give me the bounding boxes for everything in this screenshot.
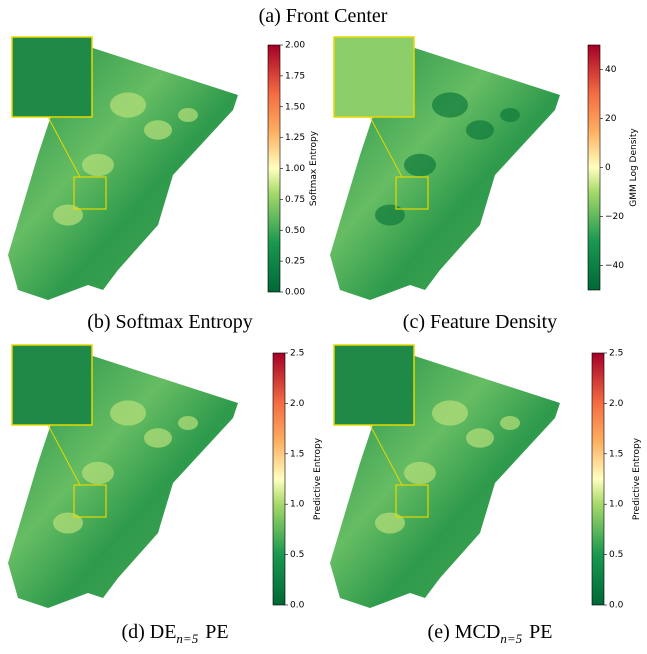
colorbar-tick-label: 1.0 (609, 500, 624, 510)
map-region (110, 400, 146, 425)
map-region (375, 205, 405, 226)
map-region (53, 513, 83, 534)
colorbar-label: Predictive Entropy (313, 437, 323, 520)
panel-caption: (c) Feature Density (403, 311, 557, 333)
colorbar-tick-label: 1.5 (290, 449, 304, 459)
colorbar-tick-label: 0.00 (285, 288, 305, 298)
colorbar-tick-label: 1.25 (285, 133, 305, 143)
panel-caption: (d) DEn=5 PE (121, 621, 228, 646)
zoom-inset (12, 345, 92, 425)
caption-text: PE (529, 621, 552, 643)
colorbar-tick-label: 2.5 (290, 349, 304, 359)
colorbar-tick-label: 2.0 (290, 399, 305, 409)
caption-subscript: n=5 (176, 631, 198, 646)
colorbar-tick-label: 0.0 (290, 601, 305, 611)
panel-caption: (b) Softmax Entropy (87, 311, 253, 333)
map-region (466, 428, 494, 448)
map-region (404, 462, 436, 484)
colorbar-tick-label: 2.00 (285, 41, 305, 51)
colorbar-tick-label: 2.5 (609, 349, 623, 359)
map-region (144, 428, 172, 448)
colorbar (588, 45, 600, 290)
colorbar-label: Softmax Entropy (309, 130, 319, 206)
map-region (110, 92, 146, 117)
caption-text: (c) Feature Density (403, 311, 557, 333)
zoom-inset (334, 37, 414, 117)
caption-subscript: n=5 (500, 631, 522, 646)
map-region (82, 462, 114, 484)
colorbar-tick-label: −20 (605, 212, 624, 222)
colorbar-tick-label: −40 (605, 261, 624, 271)
map-region (178, 416, 198, 430)
colorbar-label: Predictive Entropy (632, 437, 642, 520)
map-region (500, 108, 520, 122)
colorbar-tick-label: 0.75 (285, 195, 305, 205)
zoom-inset (334, 345, 414, 425)
map-region (375, 513, 405, 534)
colorbar-tick-label: 0 (605, 163, 611, 173)
map-region (404, 154, 436, 176)
colorbar-tick-label: 0.50 (285, 226, 305, 236)
panel-caption: (e) MCDn=5 PE (428, 621, 553, 646)
colorbar-tick-label: 1.00 (285, 164, 305, 174)
colorbar (268, 45, 280, 292)
colorbar (273, 353, 285, 605)
colorbar-tick-label: 1.5 (609, 449, 623, 459)
colorbar-tick-label: 0.0 (609, 601, 624, 611)
colorbar-tick-label: 1.50 (285, 102, 305, 112)
colorbar-tick-label: 0.25 (285, 257, 305, 267)
map-region (432, 400, 468, 425)
colorbar (592, 353, 604, 605)
map-region (466, 120, 494, 140)
colorbar-tick-label: 0.5 (290, 550, 304, 560)
zoom-inset (12, 37, 92, 117)
caption-text: PE (205, 621, 228, 643)
map-region (178, 108, 198, 122)
map-region (53, 205, 83, 226)
map-region (500, 416, 520, 430)
map-region (432, 92, 468, 117)
caption-text: (e) MCD (428, 621, 501, 643)
figure-title: (a) Front Center (259, 5, 388, 27)
caption-text: (b) Softmax Entropy (87, 311, 253, 333)
colorbar-tick-label: 2.0 (609, 399, 624, 409)
colorbar-tick-label: 1.0 (290, 500, 305, 510)
figure: (a) Front Center 0.000.250.500.751.001.2… (0, 0, 647, 654)
colorbar-label: GMM Log Density (629, 128, 639, 207)
map-region (82, 154, 114, 176)
caption-text: (d) DE (121, 621, 176, 643)
colorbar-tick-label: 40 (605, 65, 617, 75)
colorbar-tick-label: 0.5 (609, 550, 623, 560)
colorbar-tick-label: 1.75 (285, 71, 305, 81)
colorbar-tick-label: 20 (605, 114, 617, 124)
map-region (144, 120, 172, 140)
